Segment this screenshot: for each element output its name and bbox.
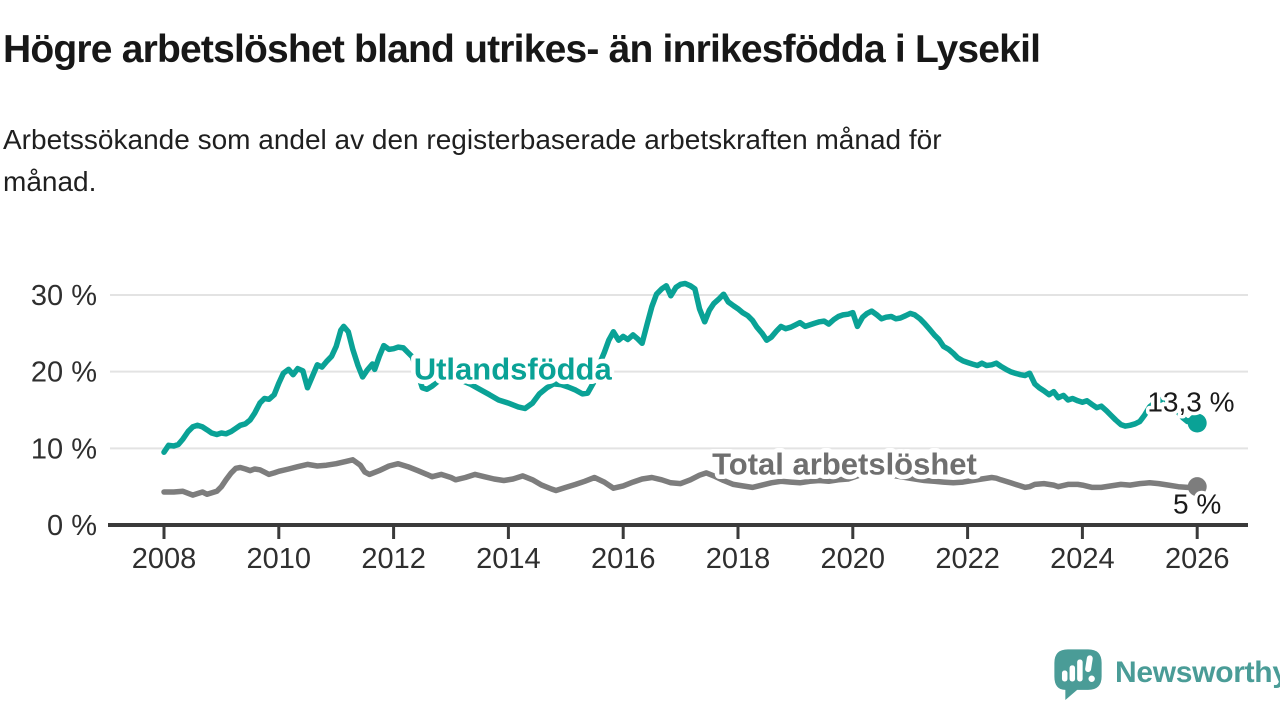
newsworthy-speech-bubble-icon: [1054, 649, 1102, 700]
chart-subtitle: Arbetssökande som andel av den registerb…: [3, 119, 1183, 203]
newsworthy-logo-text: Newsworthy: [1115, 656, 1280, 689]
x-axis-tick-label: 2020: [821, 543, 886, 575]
x-axis-tick-label: 2010: [247, 543, 312, 575]
series-label-total-arbetsloshet: Total arbetslöshet: [712, 446, 977, 481]
series-end-dot: [1187, 477, 1207, 497]
series-line: [161, 457, 1200, 498]
y-axis-tick-label: 10 %: [31, 433, 97, 465]
newsworthy-logo: Newsworthy: [1051, 644, 1280, 702]
x-axis-tick-label: 2018: [706, 543, 771, 575]
series-label-utlandsfodda: Utlandsfödda: [414, 351, 613, 386]
end-value-total: 5 %: [1173, 488, 1221, 519]
page-title: Högre arbetslöshet bland utrikes- än inr…: [3, 28, 1041, 71]
series-line: [161, 280, 1200, 455]
end-value-utlandsfodda: 13,3 %: [1147, 387, 1234, 418]
subtitle-line-1: Arbetssökande som andel av den registerb…: [3, 124, 942, 155]
subtitle-line-2: månad.: [3, 166, 97, 197]
x-axis-tick-label: 2014: [476, 543, 541, 575]
series-end-dot: [1187, 413, 1207, 433]
x-axis-tick-label: 2012: [361, 543, 426, 575]
x-axis-tick-label: 2016: [591, 543, 656, 575]
x-axis-tick-label: 2008: [132, 543, 197, 575]
x-axis-tick-label: 2022: [935, 543, 1000, 575]
y-axis-tick-label: 20 %: [31, 357, 97, 389]
y-axis-tick-label: 0 %: [47, 510, 97, 542]
y-axis-tick-label: 30 %: [31, 280, 97, 312]
x-axis-tick-label: 2026: [1165, 543, 1230, 575]
x-axis-tick-label: 2024: [1050, 543, 1115, 575]
